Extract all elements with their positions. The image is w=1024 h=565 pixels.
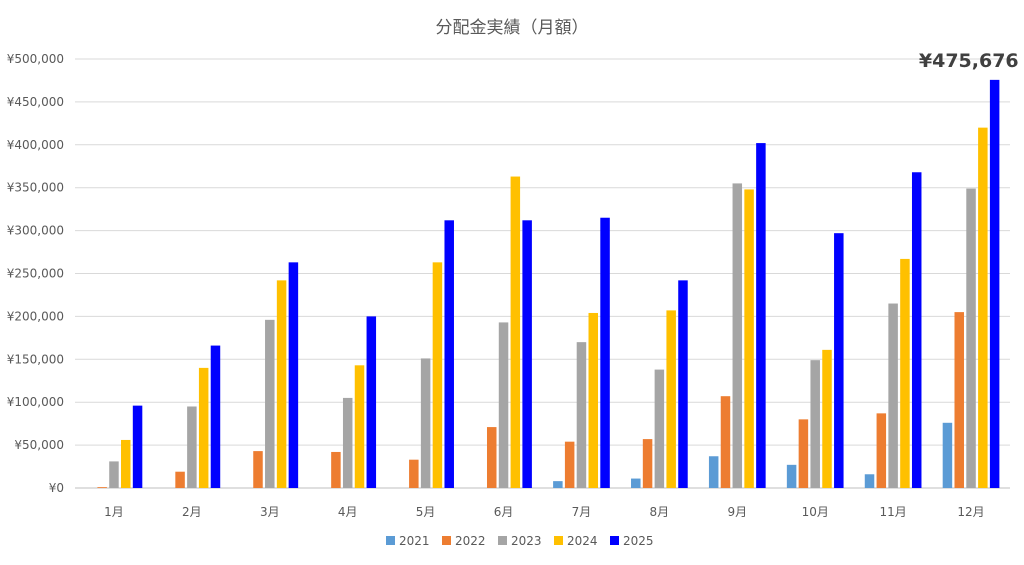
y-tick-label: ¥400,000 [7, 138, 64, 152]
bar [798, 419, 809, 488]
bar [366, 316, 377, 488]
bar [276, 280, 287, 488]
bar [888, 303, 898, 488]
bar [810, 360, 820, 488]
legend-swatch [554, 536, 563, 545]
bar [432, 262, 443, 488]
bar [121, 439, 131, 488]
bar [654, 369, 665, 488]
bar [911, 172, 922, 489]
gridlines [75, 58, 1010, 489]
bar [942, 422, 953, 488]
bar [498, 322, 509, 488]
bar [876, 413, 887, 488]
x-tick-label: 5月 [416, 505, 436, 519]
bar [631, 478, 641, 488]
bar [331, 451, 341, 488]
bar [900, 258, 910, 488]
x-tick-label: 12月 [957, 505, 984, 519]
bar [132, 405, 143, 488]
bar [342, 397, 353, 488]
bar [588, 312, 599, 488]
legend-swatch [386, 536, 395, 545]
y-tick-label: ¥100,000 [7, 395, 64, 409]
bar [732, 183, 743, 488]
legend-swatch [498, 536, 507, 545]
bar [989, 79, 1000, 488]
legend-swatch [442, 536, 451, 545]
y-axis-ticks: ¥0 ¥50,000 ¥100,000 ¥150,000 ¥200,000 ¥250,00… [7, 52, 64, 495]
x-tick-label: 7月 [572, 505, 592, 519]
bar [354, 365, 365, 488]
bar [786, 464, 797, 488]
legend-label: 2021 [399, 534, 430, 548]
bar [744, 189, 754, 488]
x-tick-label: 2月 [182, 505, 202, 519]
x-axis-ticks: 1月 2月 3月 4月 5月 6月 7月 8月 9月 10月 11月 12月 [104, 505, 985, 519]
bar [97, 487, 107, 488]
y-tick-label: ¥250,000 [7, 267, 64, 281]
bar [253, 451, 263, 488]
x-tick-label: 10月 [802, 505, 829, 519]
bar [864, 474, 875, 488]
x-tick-label: 11月 [879, 505, 906, 519]
x-tick-label: 1月 [104, 505, 124, 519]
y-tick-label: ¥200,000 [7, 309, 64, 323]
bar [966, 188, 976, 489]
y-tick-label: ¥50,000 [14, 438, 64, 452]
bar [576, 342, 587, 488]
bar [409, 459, 419, 488]
bar [198, 367, 209, 488]
bar [444, 220, 454, 488]
x-tick-label: 6月 [494, 505, 514, 519]
bar [666, 310, 676, 488]
bar [720, 396, 731, 488]
x-tick-label: 4月 [338, 505, 358, 519]
bar [600, 217, 610, 489]
bar [486, 427, 497, 488]
y-tick-label: ¥300,000 [7, 224, 64, 238]
bar [822, 349, 832, 488]
x-tick-label: 9月 [727, 505, 747, 519]
bar [756, 143, 766, 489]
annotations: ¥475,676 [919, 50, 1019, 72]
y-tick-label: ¥500,000 [7, 52, 64, 66]
bar [420, 358, 431, 488]
bar [678, 280, 688, 488]
bar [553, 481, 563, 488]
legend: 2021 2022 2023 2024 2025 [386, 534, 654, 548]
x-tick-label: 8月 [650, 505, 670, 519]
bars [97, 79, 1000, 489]
bar [708, 456, 719, 488]
bar [834, 233, 844, 488]
bar [265, 319, 275, 488]
x-tick-label: 3月 [260, 505, 280, 519]
bar [954, 312, 964, 488]
y-tick-label: ¥350,000 [7, 181, 64, 195]
bar [187, 406, 197, 488]
legend-label: 2022 [455, 534, 486, 548]
bar [109, 461, 119, 488]
legend-swatch [610, 536, 619, 545]
bar [288, 262, 299, 488]
data-callout-label: ¥475,676 [919, 50, 1019, 72]
chart-title: 分配金実績（月額） [436, 18, 589, 38]
bar [978, 127, 988, 488]
bar [642, 439, 653, 488]
bar [175, 471, 185, 488]
legend-label: 2025 [623, 534, 654, 548]
legend-label: 2024 [567, 534, 598, 548]
y-tick-label: ¥450,000 [7, 95, 64, 109]
y-tick-label: ¥0 [49, 481, 64, 495]
bar [510, 176, 521, 488]
bar [210, 345, 221, 488]
y-tick-label: ¥150,000 [7, 352, 64, 366]
bar [564, 441, 575, 488]
legend-label: 2023 [511, 534, 542, 548]
bar [522, 220, 532, 488]
